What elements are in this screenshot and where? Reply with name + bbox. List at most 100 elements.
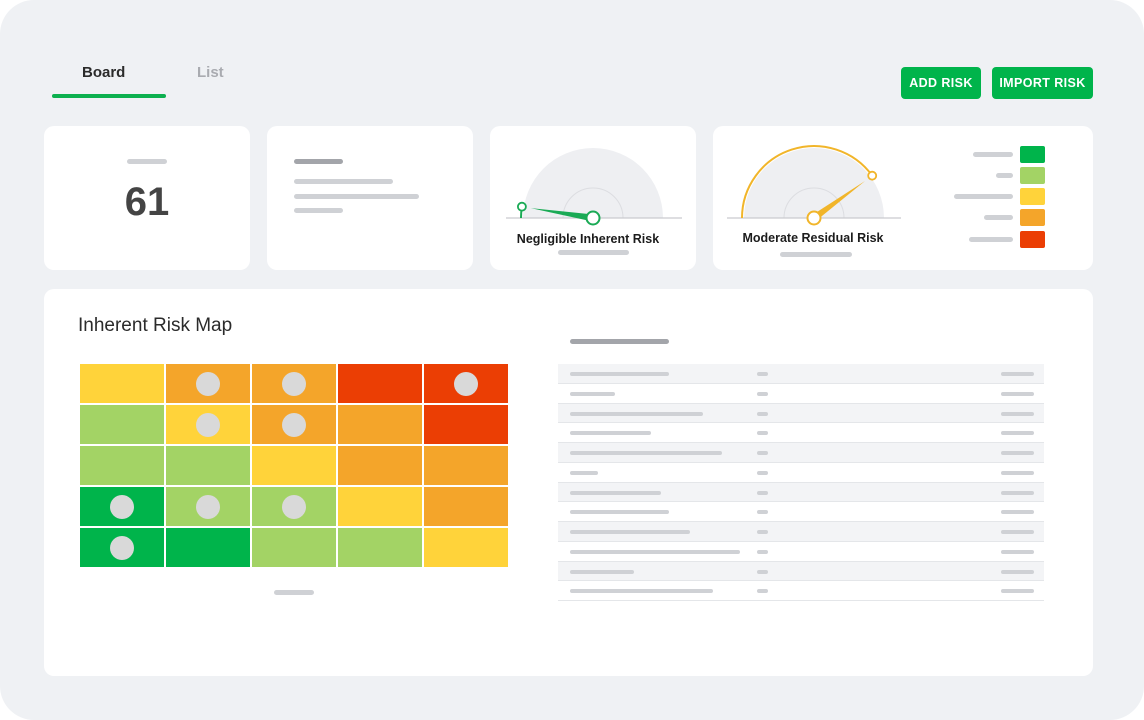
- risk-marker[interactable]: [282, 371, 306, 396]
- heatmap-cell[interactable]: [166, 487, 250, 526]
- count-label-placeholder: [127, 159, 167, 164]
- heatmap-cell[interactable]: [424, 446, 508, 485]
- heatmap-cell[interactable]: [166, 405, 250, 444]
- risk-score-placeholder: [757, 411, 768, 416]
- risk-score-placeholder: [757, 372, 768, 376]
- heatmap-cell[interactable]: [338, 487, 422, 526]
- risk-name-placeholder: [570, 569, 634, 574]
- risk-name-placeholder: [570, 470, 598, 475]
- table-row[interactable]: [558, 522, 1044, 542]
- residual-risk-label: Moderate Residual Risk: [742, 231, 884, 245]
- risk-marker[interactable]: [196, 371, 220, 396]
- risk-name-placeholder: [570, 549, 740, 554]
- add-risk-button[interactable]: ADD RISK: [901, 67, 981, 99]
- table-row[interactable]: [558, 482, 1044, 503]
- risk-score-placeholder: [757, 549, 768, 554]
- risk-marker[interactable]: [282, 494, 306, 519]
- risk-score-placeholder: [757, 569, 768, 574]
- risk-marker[interactable]: [196, 412, 220, 437]
- risk-score-placeholder: [757, 490, 768, 495]
- heatmap-cell[interactable]: [338, 364, 422, 403]
- heatmap-cell[interactable]: [80, 528, 164, 567]
- risk-owner-placeholder: [1001, 569, 1034, 574]
- risk-count-value: 61: [124, 180, 170, 224]
- active-tab-indicator: [52, 94, 166, 98]
- tab-list[interactable]: List: [197, 64, 224, 81]
- heatmap-cell[interactable]: [252, 405, 336, 444]
- table-row[interactable]: [558, 403, 1044, 424]
- gauge-inner-ring: [562, 187, 624, 219]
- heatmap-cell[interactable]: [424, 528, 508, 567]
- heatmap-cell[interactable]: [80, 405, 164, 444]
- risk-owner-placeholder: [1001, 490, 1034, 495]
- heatmap-cell[interactable]: [338, 446, 422, 485]
- risk-marker[interactable]: [454, 371, 478, 396]
- risk-score-placeholder: [757, 530, 768, 534]
- risk-owner-placeholder: [1001, 589, 1034, 594]
- risk-score-placeholder: [757, 451, 768, 455]
- table-row[interactable]: [558, 443, 1044, 463]
- table-row[interactable]: [558, 364, 1044, 384]
- heatmap-cell[interactable]: [252, 487, 336, 526]
- table-row[interactable]: [558, 463, 1044, 483]
- risk-owner-placeholder: [1001, 510, 1034, 515]
- gauge-background: [744, 148, 884, 218]
- gauge-caption-placeholder: [558, 250, 629, 255]
- risk-score-placeholder: [757, 470, 768, 475]
- table-row[interactable]: [558, 581, 1044, 601]
- risk-marker[interactable]: [110, 535, 134, 560]
- table-row[interactable]: [558, 423, 1044, 443]
- risk-marker[interactable]: [196, 494, 220, 519]
- gauge-needle-hub: [806, 210, 822, 226]
- heatmap-cell[interactable]: [252, 446, 336, 485]
- risk-owner-placeholder: [1001, 549, 1034, 554]
- risk-marker[interactable]: [282, 412, 306, 437]
- summary-heading-placeholder: [294, 159, 343, 164]
- risk-owner-placeholder: [1001, 470, 1034, 475]
- gauge-level-marker: [867, 170, 878, 181]
- table-row[interactable]: [558, 542, 1044, 562]
- risk-owner-placeholder: [1001, 431, 1034, 436]
- risk-name-placeholder: [570, 391, 615, 396]
- inherent-risk-gauge: [506, 148, 682, 226]
- heatmap-cell[interactable]: [252, 528, 336, 567]
- heatmap-cell[interactable]: [166, 528, 250, 567]
- heatmap-cell[interactable]: [424, 405, 508, 444]
- gauge-needle-hub: [585, 210, 601, 226]
- heatmap-cell[interactable]: [424, 487, 508, 526]
- legend-swatch-red: [1020, 231, 1045, 248]
- legend-swatch-dark-green: [1020, 146, 1045, 163]
- risk-table: [558, 364, 1044, 601]
- legend-swatch-orange: [1020, 209, 1045, 226]
- risk-name-placeholder: [570, 451, 722, 455]
- risk-owner-placeholder: [1001, 391, 1034, 396]
- heatmap-cell[interactable]: [166, 446, 250, 485]
- heatmap-cell[interactable]: [338, 528, 422, 567]
- heatmap-cell[interactable]: [80, 487, 164, 526]
- heatmap-cell[interactable]: [338, 405, 422, 444]
- heatmap-cell[interactable]: [166, 364, 250, 403]
- gauge-caption-placeholder: [780, 252, 852, 257]
- risk-map-title: Inherent Risk Map: [78, 315, 233, 336]
- table-heading-placeholder: [570, 339, 669, 344]
- residual-risk-gauge: [727, 145, 901, 226]
- risk-owner-placeholder: [1001, 411, 1034, 416]
- gauge-level-arc: [741, 145, 874, 219]
- heatmap-cell[interactable]: [80, 446, 164, 485]
- risk-name-placeholder: [570, 490, 661, 495]
- legend-label-placeholder: [984, 215, 1013, 220]
- heatmap-cell[interactable]: [252, 364, 336, 403]
- risk-score-placeholder: [757, 431, 768, 436]
- table-row[interactable]: [558, 561, 1044, 582]
- risk-score-placeholder: [757, 391, 768, 396]
- import-risk-button[interactable]: IMPORT RISK: [992, 67, 1093, 99]
- tab-board[interactable]: Board: [82, 64, 126, 81]
- legend-swatch-light-green: [1020, 167, 1045, 184]
- risk-name-placeholder: [570, 510, 669, 515]
- table-row[interactable]: [558, 384, 1044, 404]
- table-row[interactable]: [558, 502, 1044, 522]
- risk-marker[interactable]: [110, 494, 134, 519]
- risk-name-placeholder: [570, 431, 651, 436]
- heatmap-cell[interactable]: [80, 364, 164, 403]
- heatmap-cell[interactable]: [424, 364, 508, 403]
